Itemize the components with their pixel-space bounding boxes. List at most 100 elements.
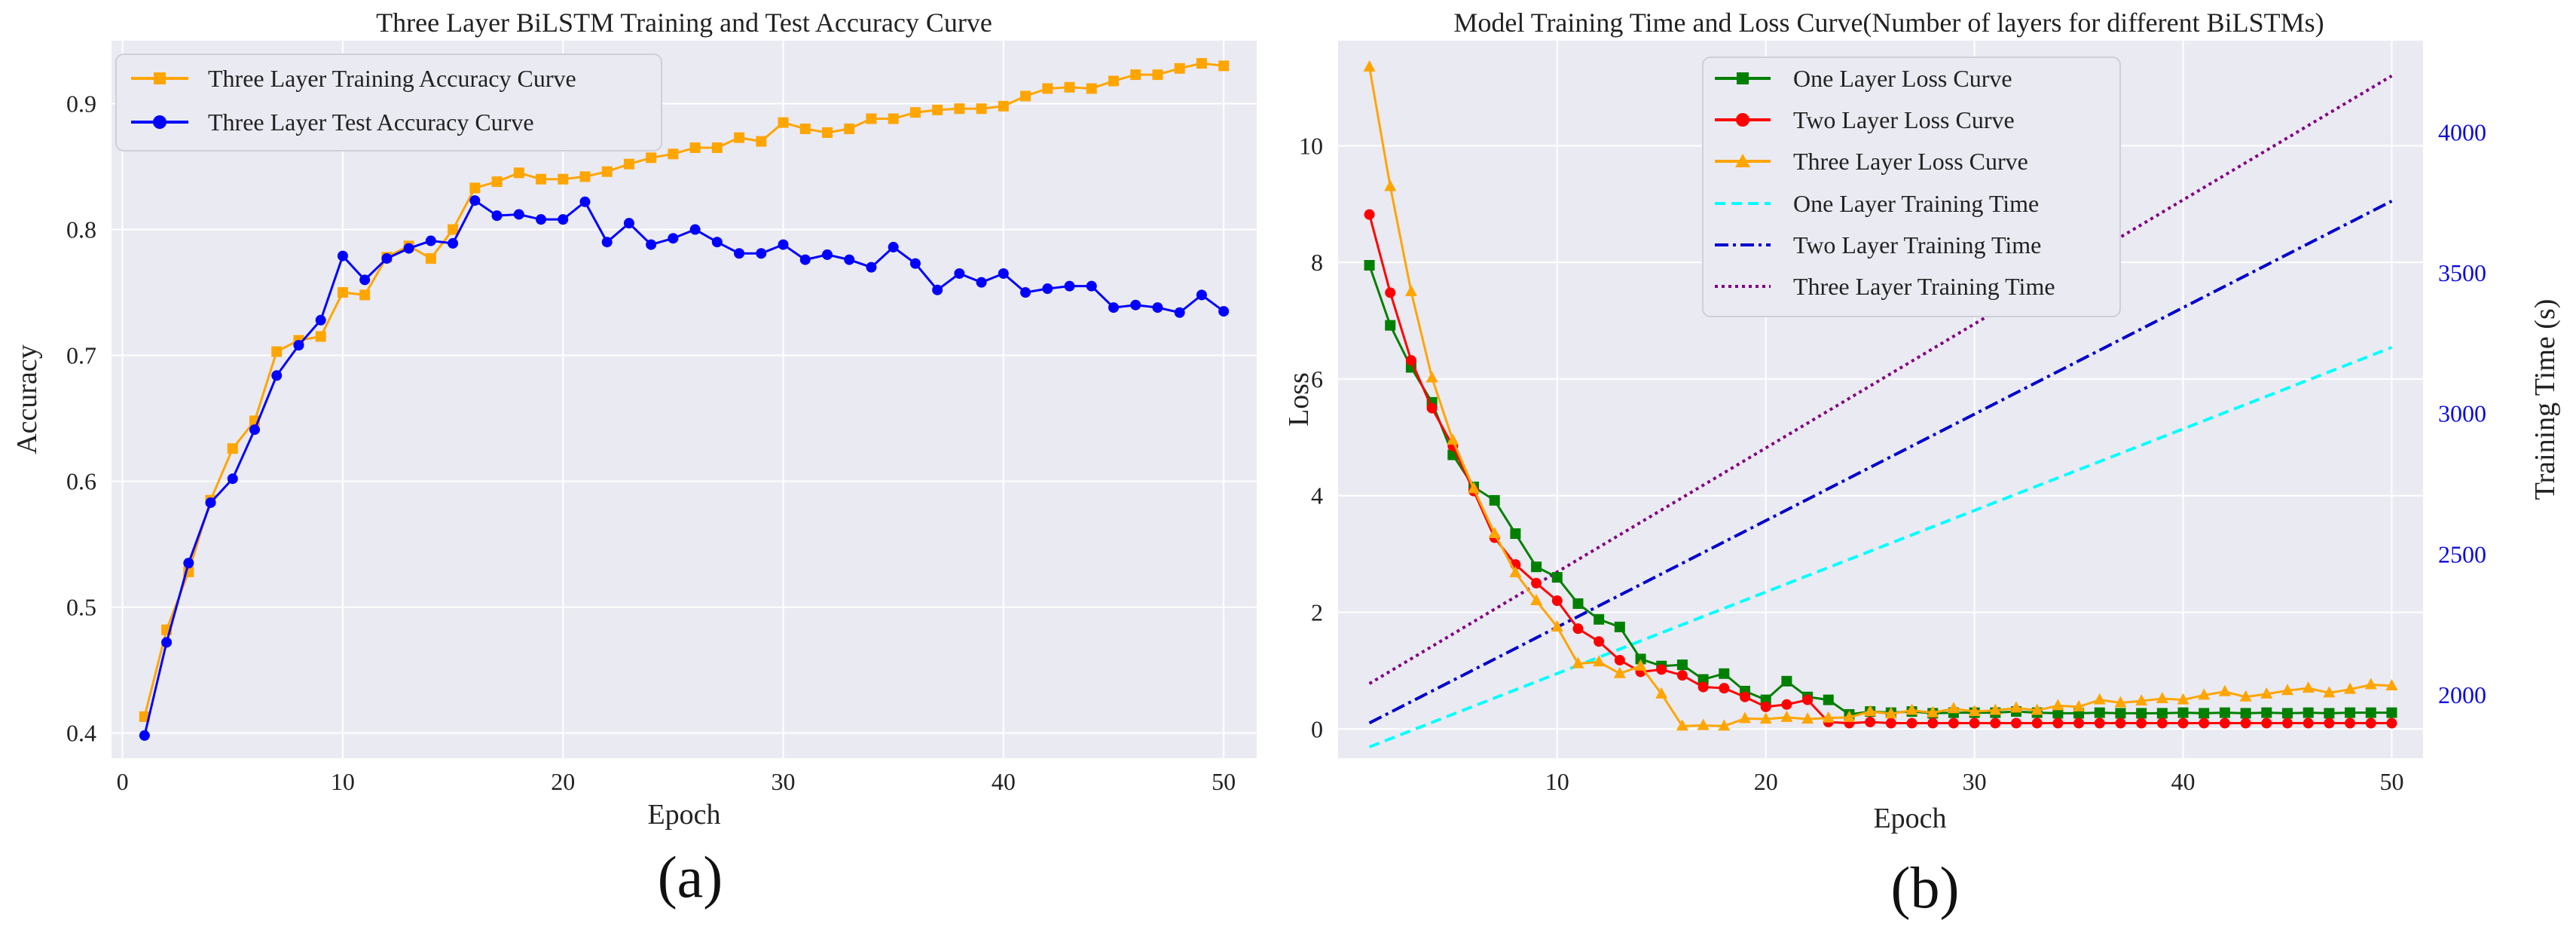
one-layer-loss-curve-point: [1572, 598, 1584, 609]
two-layer-loss-curve: [1364, 209, 2397, 729]
accuracy-gridlines: [112, 41, 1257, 758]
three-layer-loss-curve-point: [1968, 705, 1981, 717]
accuracy-y-tick-label: 0.6: [66, 468, 96, 495]
two-layer-loss-curve-point: [1969, 717, 1980, 729]
accuracy-y-tick-label: 0.9: [66, 90, 96, 118]
three-layer-training-accuracy-curve-point: [668, 148, 679, 160]
accuracy-y-tick-label: 0.5: [66, 594, 96, 621]
three-layer-training-accuracy-curve-point: [778, 117, 789, 128]
three-layer-training-accuracy-curve-point: [1218, 60, 1230, 72]
three-layer-loss-curve-point: [2010, 701, 2022, 713]
three-layer-test-accuracy-curve-point: [1174, 307, 1185, 318]
training-time-tick-label: 2500: [2438, 540, 2486, 568]
three-layer-test-accuracy-curve-point: [337, 250, 348, 262]
three-layer-training-accuracy-curve-point: [448, 224, 459, 235]
one-layer-loss-curve-point: [1697, 674, 1709, 685]
three-layer-training-accuracy-curve-point: [623, 158, 634, 170]
three-layer-training-accuracy-curve-point: [1042, 83, 1053, 94]
two-layer-loss-curve-point: [2115, 717, 2126, 729]
two-layer-loss-curve-point: [2324, 717, 2335, 729]
three-layer-loss-curve-point: [1947, 702, 1960, 714]
three-layer-test-accuracy-curve-point: [998, 268, 1009, 279]
three-layer-training-accuracy-curve-point: [1130, 69, 1141, 81]
three-layer-test-accuracy-curve-point: [491, 210, 503, 222]
one-layer-loss-curve-point: [2219, 707, 2230, 718]
accuracy-chart: 0 10 20 30 40 50 0.4 0.5 0.6 0.7 0.8 0.9 Three Lay…: [11, 8, 1257, 910]
three-layer-test-accuracy-curve-point: [888, 241, 899, 252]
legend-two-layer-time-label: Two Layer Training Time: [1793, 231, 2041, 259]
three-layer-test-accuracy-curve-point: [711, 237, 723, 248]
loss-y-axis-label: Loss: [1283, 372, 1315, 427]
three-layer-training-accuracy-curve-point: [1174, 63, 1185, 74]
three-layer-training-accuracy-curve-point: [1196, 58, 1207, 69]
one-layer-loss-curve-point: [2345, 707, 2356, 718]
two-layer-loss-curve-point: [2240, 717, 2251, 729]
three-layer-test-accuracy-curve-point: [1108, 302, 1119, 314]
three-layer-loss-curve-point: [1739, 711, 1751, 724]
three-layer-test-accuracy-curve-point: [601, 237, 613, 248]
three-layer-test-accuracy-curve-point: [448, 237, 459, 249]
three-layer-training-accuracy-curve-point: [359, 289, 371, 301]
three-layer-test-accuracy-curve-point: [1218, 306, 1230, 317]
two-layer-loss-curve-point: [1656, 664, 1667, 675]
three-layer-training-accuracy-curve-point: [976, 103, 987, 115]
three-layer-loss-curve-point: [1468, 482, 1480, 494]
one-layer-loss-curve-point: [1823, 694, 1834, 705]
three-layer-loss-curve-point: [1530, 594, 1543, 606]
three-layer-training-accuracy-curve-point: [799, 123, 811, 134]
three-layer-training-accuracy-curve-point: [711, 142, 723, 153]
accuracy-x-axis-label: Epoch: [647, 799, 720, 831]
three-layer-training-accuracy-curve-point: [998, 100, 1009, 112]
three-layer-loss-curve-point: [2281, 684, 2293, 696]
two-layer-loss-curve-point: [2156, 717, 2168, 729]
three-layer-training-accuracy-curve-point: [1020, 90, 1031, 102]
one-layer-loss-curve-point: [1614, 621, 1625, 632]
three-layer-training-accuracy-curve-point: [425, 252, 436, 264]
legend-three-layer-time-label: Three Layer Training Time: [1793, 273, 2055, 300]
accuracy-y-ticks: 0.4 0.5 0.6 0.7 0.8 0.9: [66, 90, 96, 747]
three-layer-training-accuracy-curve-point: [536, 173, 546, 185]
two-layer-loss-curve-point: [1426, 402, 1438, 414]
one-layer-loss-curve-point: [2094, 707, 2105, 718]
three-layer-test-accuracy-curve-point: [469, 195, 481, 207]
two-layer-loss-curve-point: [2031, 717, 2043, 729]
three-layer-test-accuracy-curve-point: [205, 497, 216, 508]
three-layer-loss-curve-point: [1593, 655, 1606, 667]
three-layer-training-accuracy-curve-point: [601, 166, 613, 177]
three-layer-test-accuracy-curve-point: [866, 262, 877, 273]
three-layer-training-accuracy-curve-point: [513, 167, 524, 179]
three-layer-loss-curve-point: [1676, 719, 1688, 731]
two-layer-loss-curve-point: [2365, 717, 2376, 729]
accuracy-x-tick-label: 40: [992, 768, 1016, 795]
one-layer-loss-curve-point: [1594, 613, 1605, 625]
two-layer-loss-curve-point: [2345, 717, 2356, 729]
one-layer-loss-curve-point: [1385, 320, 1396, 331]
one-layer-loss-curve-point: [2136, 708, 2147, 719]
two-layer-loss-curve-point: [1948, 717, 1959, 729]
one-layer-loss-curve-point: [2282, 708, 2293, 719]
one-layer-training-time-line: [1368, 346, 2393, 748]
three-layer-test-accuracy-curve-point: [734, 248, 745, 259]
three-layer-test-accuracy-curve: [139, 195, 1230, 741]
training-time-y-ticks: 2000 2500 3000 3500 4000: [2438, 118, 2486, 708]
accuracy-x-tick-label: 30: [772, 768, 796, 795]
two-layer-loss-curve-point: [2052, 717, 2064, 729]
three-layer-test-accuracy-curve-point: [1196, 289, 1207, 301]
two-layer-loss-curve-point: [1802, 694, 1814, 705]
three-layer-test-accuracy-curve-point: [668, 233, 679, 244]
one-layer-loss-curve-point: [2324, 708, 2335, 719]
three-layer-loss-curve-point: [2198, 688, 2211, 700]
three-layer-test-accuracy-curve-point: [932, 284, 943, 295]
training-time-y-axis-label: Training Time (s): [2529, 299, 2561, 500]
legend-training-accuracy-marker: [154, 72, 166, 84]
three-layer-loss-curve-point: [1989, 703, 2002, 715]
one-layer-loss-curve-point: [2199, 708, 2210, 719]
loss-y-tick-label: 4: [1311, 482, 1323, 509]
loss-legend: One Layer Loss Curve Two Layer Loss Curv…: [1702, 57, 2121, 317]
legend-three-layer-loss-marker: [1735, 154, 1750, 167]
loss-series: [1363, 60, 2398, 748]
three-layer-training-accuracy-curve-point: [932, 104, 943, 115]
three-layer-training-accuracy-curve-point: [558, 173, 569, 185]
legend-two-layer-loss-marker: [1736, 113, 1749, 127]
